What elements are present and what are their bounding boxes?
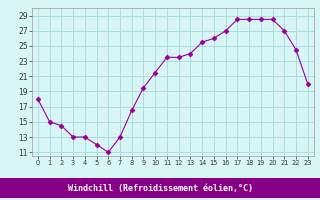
Text: Windchill (Refroidissement éolien,°C): Windchill (Refroidissement éolien,°C) (68, 184, 252, 192)
